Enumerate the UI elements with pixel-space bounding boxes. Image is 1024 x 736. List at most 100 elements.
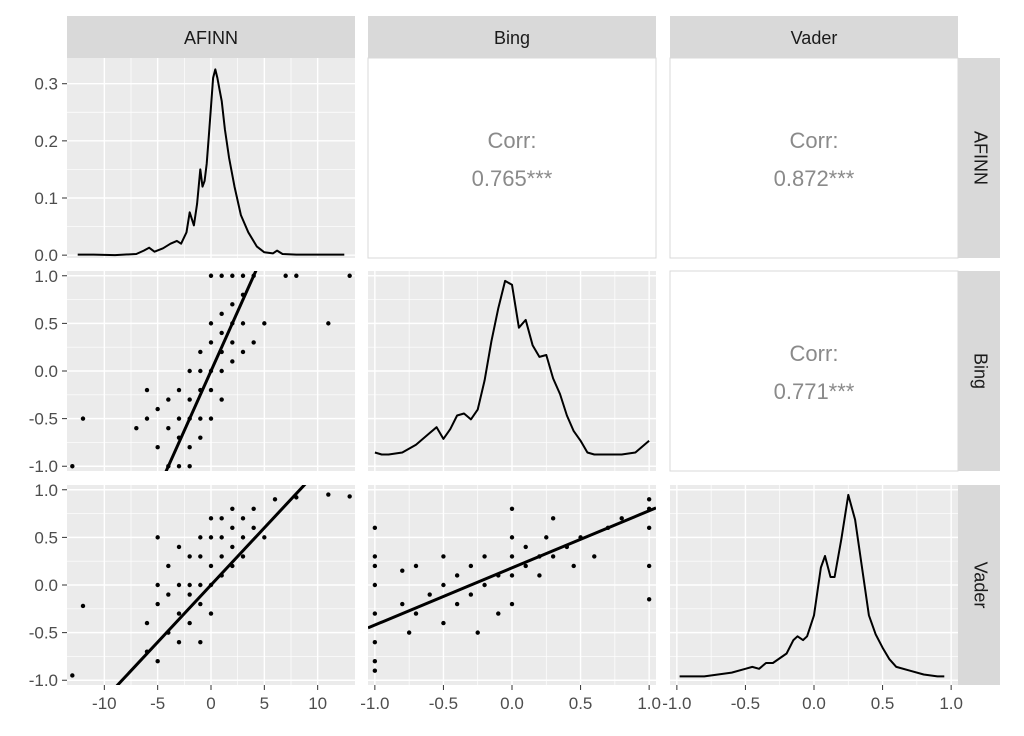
panel-vader-afinn-point-29 bbox=[219, 554, 224, 559]
panel-vader-bing-point-44 bbox=[646, 497, 652, 502]
strip-col-afinn-label: AFINN bbox=[184, 28, 238, 48]
panel-vader-afinn-point-7 bbox=[155, 601, 160, 607]
panel-vader-afinn-point-30 bbox=[219, 535, 224, 540]
panel-vader-vader bbox=[670, 485, 958, 685]
strip-row-afinn-label: AFINN bbox=[970, 131, 990, 185]
panel-vader-afinn-point-17 bbox=[187, 620, 192, 626]
panel-bing-afinn-point-27 bbox=[208, 321, 214, 326]
panel-vader-bing-point-43 bbox=[619, 516, 624, 521]
panel-bing-vader-corr-label: Corr: bbox=[790, 341, 839, 366]
x-axis-vader-tick-label-2: 0.0 bbox=[802, 694, 826, 713]
y-axis-bing-tick-label-2: 0.0 bbox=[34, 362, 58, 381]
panel-afinn-afinn bbox=[67, 58, 355, 258]
panel-bing-afinn-point-33 bbox=[219, 273, 224, 278]
panel-vader-afinn-point-15 bbox=[187, 592, 192, 597]
panel-afinn-afinn-density-line bbox=[77, 68, 345, 257]
panel-vader-afinn-point-39 bbox=[240, 554, 246, 559]
panel-vader-bing-point-29 bbox=[509, 535, 515, 540]
panel-vader-bing-point-15 bbox=[441, 620, 446, 626]
panel-bing-afinn-point-18 bbox=[187, 444, 192, 450]
x-axis-vader-tick-label-3: 0.5 bbox=[871, 694, 895, 713]
panel-vader-vader-density-line bbox=[679, 493, 945, 678]
x-axis-afinn-tick-label-0: -10 bbox=[92, 694, 117, 713]
y-axis-afinn-tick-label-1: 0.1 bbox=[34, 189, 58, 208]
y-axis-vader: -1.0 -0.5 0.0 0.5 1.0 bbox=[29, 481, 67, 690]
panel-vader-afinn-point-32 bbox=[219, 516, 224, 521]
x-axis-afinn-tick-label-2: 0 bbox=[206, 694, 215, 713]
x-axis-afinn-tick-label-4: 10 bbox=[308, 694, 327, 713]
panel-afinn-vader-corr-label: Corr: bbox=[790, 128, 839, 153]
panel-bing-afinn-point-17 bbox=[187, 464, 192, 469]
panel-bing-afinn-point-6 bbox=[155, 444, 160, 450]
x-axis-vader-tick-label-0: -1.0 bbox=[662, 694, 691, 713]
panel-bing-afinn-point-43 bbox=[240, 273, 246, 278]
panel-vader-bing-point-6 bbox=[372, 668, 378, 673]
panel-bing-afinn-point-19 bbox=[198, 416, 203, 421]
strip-row-vader bbox=[958, 485, 1000, 685]
x-axis-afinn-tick-label-1: -5 bbox=[150, 694, 165, 713]
panel-vader-afinn bbox=[67, 485, 355, 685]
panel-bing-afinn-point-16 bbox=[187, 397, 192, 402]
panel-vader-bing-point-19 bbox=[468, 592, 474, 597]
x-axis-vader: -1.0 -0.5 0.0 0.5 1.0 bbox=[662, 685, 963, 713]
panel-bing-afinn-point-26 bbox=[208, 387, 214, 393]
strip-col-bing bbox=[368, 16, 656, 58]
panel-bing-afinn-point-15 bbox=[187, 368, 192, 374]
panel-afinn-bing-corr-label: Corr: bbox=[488, 128, 537, 153]
panel-vader-bing-point-21 bbox=[475, 630, 480, 635]
panel-vader-afinn-point-19 bbox=[198, 582, 203, 588]
strip-row-vader-label: Vader bbox=[970, 562, 990, 609]
panel-vader-bing-point-47 bbox=[646, 563, 652, 569]
strip-col-afinn bbox=[67, 16, 355, 58]
panel-vader-bing-point-17 bbox=[454, 601, 460, 607]
panel-vader-bing-point-39 bbox=[571, 563, 576, 569]
panel-bing-afinn bbox=[67, 271, 355, 471]
x-axis-afinn: -10 -5 0 5 10 bbox=[92, 685, 327, 713]
panel-bing-afinn-point-4 bbox=[144, 416, 150, 421]
x-axis-bing-tick-label-1: -0.5 bbox=[429, 694, 458, 713]
panel-vader-bing-point-18 bbox=[454, 573, 460, 578]
panel-afinn-vader-corr-value: 0.872*** bbox=[774, 166, 855, 191]
panel-bing-afinn-point-35 bbox=[219, 397, 224, 402]
panel-afinn-bing-corr-value: 0.765*** bbox=[472, 166, 553, 191]
panel-vader-bing-point-16 bbox=[441, 554, 446, 559]
panel-bing-afinn-point-20 bbox=[198, 368, 203, 374]
panel-vader-afinn-point-0 bbox=[70, 673, 75, 678]
y-axis-vader-tick-label-4: 1.0 bbox=[34, 481, 58, 500]
panel-vader-bing-point-35 bbox=[544, 535, 549, 540]
panel-vader-afinn-point-41 bbox=[251, 506, 256, 512]
panel-vader-bing-fit-line bbox=[368, 506, 656, 630]
panel-afinn-vader-background bbox=[669, 57, 959, 259]
panel-vader-afinn-point-23 bbox=[198, 639, 203, 645]
panel-bing-afinn-point-40 bbox=[230, 302, 235, 307]
panel-vader-bing-point-10 bbox=[406, 630, 412, 635]
panel-vader-bing-point-1 bbox=[372, 554, 378, 559]
panel-vader-afinn-point-12 bbox=[176, 582, 182, 588]
panel-bing-afinn-point-29 bbox=[208, 416, 214, 421]
panel-vader-bing-point-27 bbox=[509, 554, 515, 559]
panel-vader-bing-point-8 bbox=[400, 601, 405, 607]
panel-bing-vader-corr-value: 0.771*** bbox=[774, 379, 855, 404]
panel-bing-bing bbox=[368, 271, 656, 471]
panel-vader-bing-point-13 bbox=[427, 592, 432, 597]
panel-vader-afinn-point-22 bbox=[198, 535, 203, 540]
panel-vader-afinn-point-45 bbox=[326, 492, 331, 497]
x-axis-bing-tick-label-0: -1.0 bbox=[360, 694, 389, 713]
panel-bing-afinn-point-25 bbox=[208, 340, 214, 345]
panel-vader-afinn-point-34 bbox=[230, 525, 235, 531]
panel-bing-afinn-point-30 bbox=[219, 368, 224, 374]
panel-vader-bing-point-0 bbox=[372, 525, 378, 531]
panel-vader-afinn-point-9 bbox=[166, 563, 171, 569]
panel-vader-afinn-point-13 bbox=[176, 544, 182, 550]
y-axis-vader-tick-label-0: -1.0 bbox=[29, 671, 58, 690]
panel-afinn-vader: Corr: 0.872*** bbox=[669, 57, 959, 259]
x-axis-afinn-tick-label-3: 5 bbox=[260, 694, 269, 713]
panel-vader-bing bbox=[368, 485, 656, 685]
panel-vader-afinn-point-1 bbox=[80, 603, 86, 609]
panel-bing-afinn-point-9 bbox=[166, 425, 171, 431]
panel-vader-bing-point-20 bbox=[468, 563, 474, 569]
strip-row-afinn bbox=[958, 58, 1000, 258]
panel-vader-afinn-point-42 bbox=[262, 535, 267, 540]
panel-vader-bing-point-23 bbox=[482, 554, 487, 559]
panel-bing-afinn-point-51 bbox=[347, 273, 352, 278]
